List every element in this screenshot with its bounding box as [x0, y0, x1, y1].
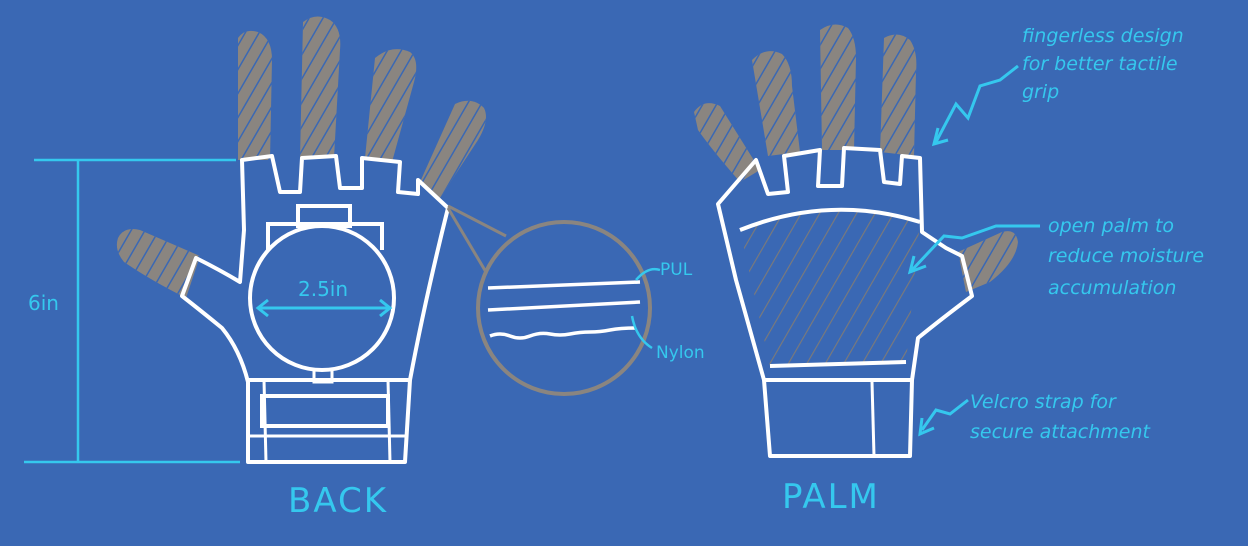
velcro-line-2: secure attachment [970, 421, 1152, 443]
pul-layer-line [487, 280, 641, 290]
palm-glove-outline [716, 146, 974, 458]
back-glove: 2.5in 6in BACK [24, 16, 486, 521]
open-palm-line-3: accumulation [1048, 277, 1176, 299]
open-palm-area [740, 209, 920, 366]
annotation-velcro: Velcro strap for secure attachment [918, 391, 1152, 443]
back-caption: BACK [288, 481, 388, 521]
annotation-open-palm: open palm to reduce moisture accumulatio… [907, 215, 1204, 299]
palm-fingers [694, 24, 1018, 292]
nylon-label: Nylon [656, 343, 705, 363]
nylon-layer-line [489, 326, 637, 340]
palm-velcro-strap [870, 381, 876, 457]
palm-caption: PALM [782, 477, 880, 517]
fingerless-line-1: fingerless design [1022, 25, 1184, 47]
back-glove-outline [180, 154, 450, 464]
height-dimension [24, 158, 240, 464]
back-velcro-strap [260, 394, 390, 428]
pul-label: PUL [660, 260, 693, 280]
annotation-fingerless: fingerless design for better tactile gri… [931, 25, 1184, 147]
diameter-label: 2.5in [298, 277, 348, 301]
layer-detail: PUL Nylon [446, 204, 705, 396]
diameter-arrow [255, 298, 393, 318]
open-palm-line-1: open palm to [1048, 215, 1174, 237]
velcro-line-1: Velcro strap for [970, 391, 1117, 413]
fingerless-line-2: for better tactile [1022, 53, 1178, 75]
open-palm-line-2: reduce moisture [1048, 245, 1204, 267]
palm-glove: PALM [694, 24, 1018, 517]
height-label: 6in [28, 291, 59, 315]
fingerless-line-3: grip [1022, 81, 1059, 103]
back-fingers [116, 16, 486, 298]
magnifier-circle [476, 220, 652, 396]
